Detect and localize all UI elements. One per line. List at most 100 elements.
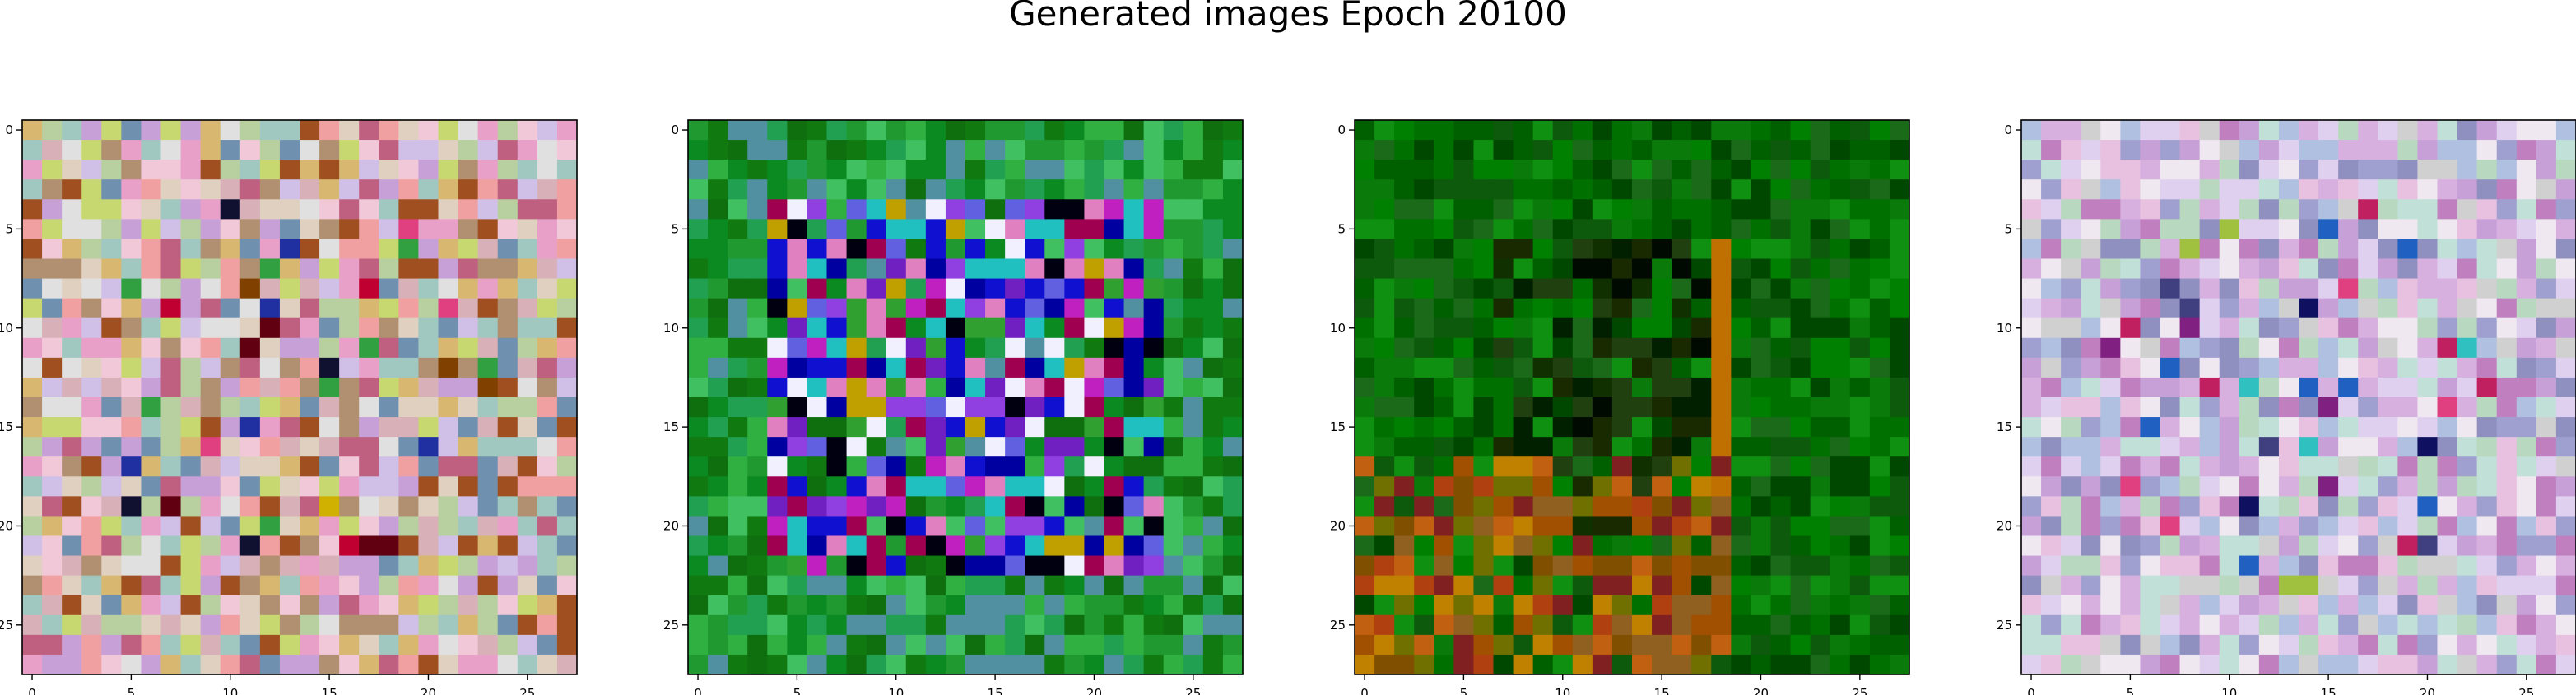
pixel-cell <box>239 298 261 319</box>
pixel-cell <box>1123 120 1145 141</box>
pixel-cell <box>728 199 748 220</box>
pixel-cell <box>220 258 241 280</box>
pixel-cell <box>866 317 887 339</box>
pixel-cell <box>787 456 808 477</box>
pixel-cell <box>925 357 946 378</box>
pixel-cell <box>807 377 828 398</box>
pixel-cell <box>141 337 162 359</box>
pixel-cell <box>81 140 102 160</box>
pixel-cell <box>1025 437 1045 457</box>
pixel-cell <box>1222 120 1244 141</box>
pixel-cell <box>2536 337 2557 359</box>
pixel-cell <box>398 614 420 636</box>
pixel-cell <box>2199 417 2220 438</box>
pixel-cell <box>2318 397 2339 418</box>
pixel-cell <box>2140 555 2161 577</box>
pixel-cell <box>2358 140 2378 160</box>
pixel-cell <box>2160 357 2181 378</box>
pixel-cell <box>2061 357 2081 378</box>
pixel-cell <box>300 239 320 260</box>
pixel-cell <box>2120 120 2141 141</box>
pixel-cell <box>477 317 499 339</box>
pixel-cell <box>2140 595 2161 616</box>
pixel-cell <box>945 417 966 438</box>
pixel-cell <box>1355 496 1375 517</box>
pixel-cell <box>2358 595 2378 616</box>
pixel-cell <box>2457 160 2478 180</box>
pixel-cell <box>2041 595 2062 616</box>
pixel-cell <box>319 595 340 616</box>
pixel-cell <box>2278 219 2299 240</box>
pixel-cell <box>2278 516 2299 537</box>
pixel-cell <box>300 258 320 280</box>
pixel-cell <box>2120 555 2141 577</box>
pixel-cell <box>121 278 142 299</box>
pixel-cell <box>807 199 828 220</box>
pixel-cell <box>2318 219 2339 240</box>
pixel-cell <box>905 575 927 596</box>
pixel-cell <box>1830 456 1851 477</box>
pixel-cell <box>1044 654 1065 675</box>
pixel-cell <box>1123 179 1145 200</box>
pixel-cell <box>259 337 281 359</box>
pixel-cell <box>787 555 808 577</box>
pixel-cell <box>1691 417 1712 438</box>
pixel-cell <box>319 496 340 517</box>
pixel-cell <box>945 199 966 220</box>
pixel-cell <box>945 614 966 636</box>
pixel-cell <box>1123 317 1145 339</box>
pixel-cell <box>1691 437 1712 457</box>
pixel-cell <box>1453 634 1475 656</box>
pixel-cell <box>1183 516 1204 537</box>
pixel-cell <box>846 397 867 418</box>
pixel-cell <box>2239 239 2260 260</box>
pixel-cell <box>826 160 848 180</box>
pixel-cell <box>1473 397 1495 418</box>
pixel-cell <box>1532 120 1554 141</box>
pixel-cell <box>965 337 986 359</box>
pixel-cell <box>141 496 162 517</box>
pixel-cell <box>728 654 748 675</box>
pixel-cell <box>2496 654 2518 675</box>
pixel-cell <box>2476 634 2498 656</box>
pixel-cell <box>1652 140 1672 160</box>
pixel-cell <box>398 535 420 557</box>
pixel-cell <box>300 120 320 141</box>
pixel-cell <box>886 199 907 220</box>
pixel-cell <box>2120 219 2141 240</box>
pixel-cell <box>1592 476 1613 497</box>
pixel-cell <box>1592 160 1613 180</box>
pixel-cell <box>2081 219 2101 240</box>
pixel-cell <box>985 575 1006 596</box>
pixel-cell <box>1453 595 1475 616</box>
pixel-cell <box>1592 317 1613 339</box>
y-tick-label: 15 <box>1330 419 1346 434</box>
pixel-cell <box>1453 179 1475 200</box>
pixel-cell <box>2239 437 2260 457</box>
pixel-cell <box>708 239 728 260</box>
pixel-cell <box>359 654 379 675</box>
pixel-cell <box>1064 298 1086 319</box>
pixel-cell <box>2476 575 2498 596</box>
pixel-cell <box>2199 239 2220 260</box>
pixel-cell <box>2140 120 2161 141</box>
pixel-cell <box>2081 258 2101 280</box>
pixel-cell <box>517 397 538 418</box>
pixel-cell <box>1084 555 1105 577</box>
pixel-cell <box>728 239 748 260</box>
pixel-cell <box>2397 357 2419 378</box>
pixel-cell <box>1611 219 1633 240</box>
pixel-cell <box>537 317 558 339</box>
pixel-cell <box>1889 456 1910 477</box>
pixel-cell <box>1513 397 1534 418</box>
pixel-cell <box>1592 140 1613 160</box>
pixel-cell <box>101 337 122 359</box>
pixel-cell <box>2219 258 2240 280</box>
pixel-cell <box>965 535 986 557</box>
pixel-cell <box>2516 278 2537 299</box>
pixel-cell <box>1355 614 1375 636</box>
pixel-cell <box>1064 535 1086 557</box>
pixel-cell <box>379 417 399 438</box>
pixel-cell <box>101 219 122 240</box>
pixel-cell <box>319 298 340 319</box>
